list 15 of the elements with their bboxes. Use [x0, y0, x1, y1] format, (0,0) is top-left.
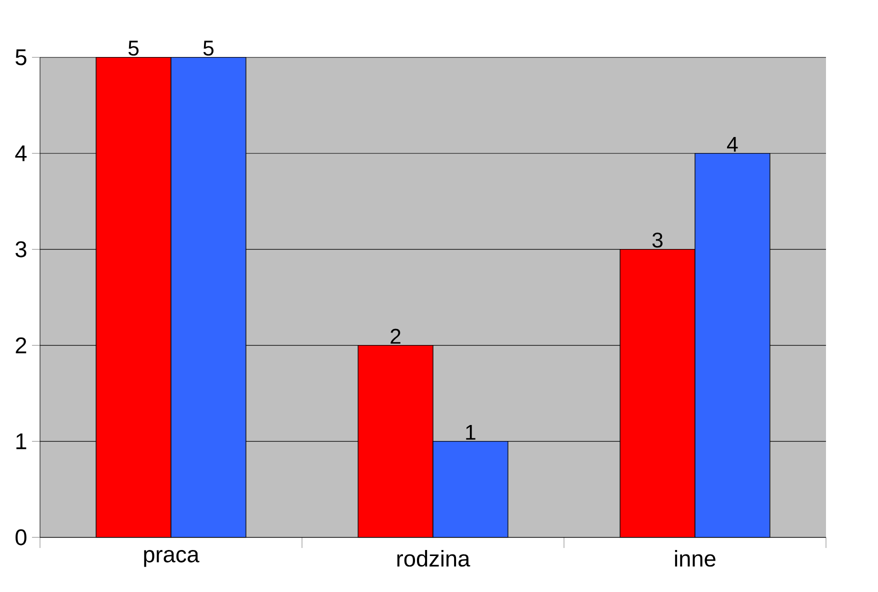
data-label: 5: [128, 40, 139, 56]
y-tick-label: 1: [16, 434, 26, 450]
x-tick-label: praca: [144, 550, 200, 567]
y-tick-label: 4: [15, 146, 27, 162]
y-tick-label: 2: [16, 337, 26, 354]
x-tick-label: inne: [675, 550, 716, 567]
data-label: 1: [466, 424, 476, 440]
data-label: 2: [390, 328, 400, 344]
x-tick-label: rodzina: [397, 550, 470, 567]
y-tick-label: 3: [16, 241, 26, 258]
data-label: 5: [203, 40, 214, 56]
y-tick-label: 5: [16, 49, 26, 66]
data-label: 4: [727, 136, 738, 152]
y-tick-label: 0: [16, 529, 26, 546]
data-label: 3: [652, 232, 663, 248]
